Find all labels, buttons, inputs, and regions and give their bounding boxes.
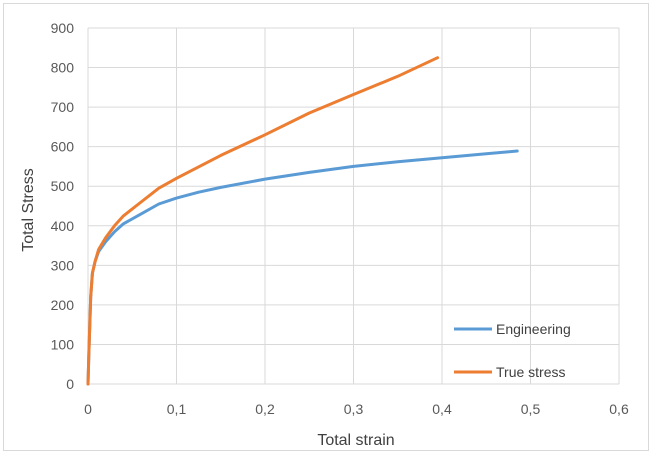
y-tick-label: 700 — [51, 99, 75, 115]
x-tick-label: 0,1 — [167, 401, 187, 417]
legend: Engineering True stress — [454, 321, 571, 380]
y-tick-label: 500 — [51, 178, 75, 194]
y-axis-title: Total Stress — [20, 168, 37, 252]
y-tick-label: 0 — [66, 376, 74, 392]
line-chart: 0 100 200 300 400 500 600 700 800 900 0 0,1 0,2 0,3 0,… — [20, 20, 629, 449]
series-lines — [86, 56, 519, 386]
x-tick-label: 0,2 — [255, 401, 275, 417]
x-tick-label: 0,6 — [609, 401, 629, 417]
y-tick-label: 800 — [51, 60, 75, 76]
x-tick-label: 0 — [84, 401, 92, 417]
x-tick-label: 0,4 — [432, 401, 452, 417]
chart-area: 0 100 200 300 400 500 600 700 800 900 0 0,1 0,2 0,3 0,… — [3, 3, 649, 451]
tick-labels: 0 100 200 300 400 500 600 700 800 900 0 0,1 0,2 0,3 0,… — [51, 20, 629, 417]
gridlines — [87, 27, 620, 385]
y-tick-label: 900 — [51, 20, 75, 36]
x-tick-label: 0,5 — [521, 401, 541, 417]
y-tick-label: 200 — [51, 297, 75, 313]
legend-label-true-stress: True stress — [496, 364, 566, 380]
x-axis-title: Total strain — [317, 432, 394, 449]
y-tick-label: 300 — [51, 257, 75, 273]
y-tick-label: 600 — [51, 139, 75, 155]
x-tick-label: 0,3 — [344, 401, 364, 417]
legend-label-engineering: Engineering — [496, 321, 571, 337]
series-line-true-stress — [86, 56, 440, 386]
y-tick-label: 100 — [51, 336, 75, 352]
y-tick-label: 400 — [51, 218, 75, 234]
